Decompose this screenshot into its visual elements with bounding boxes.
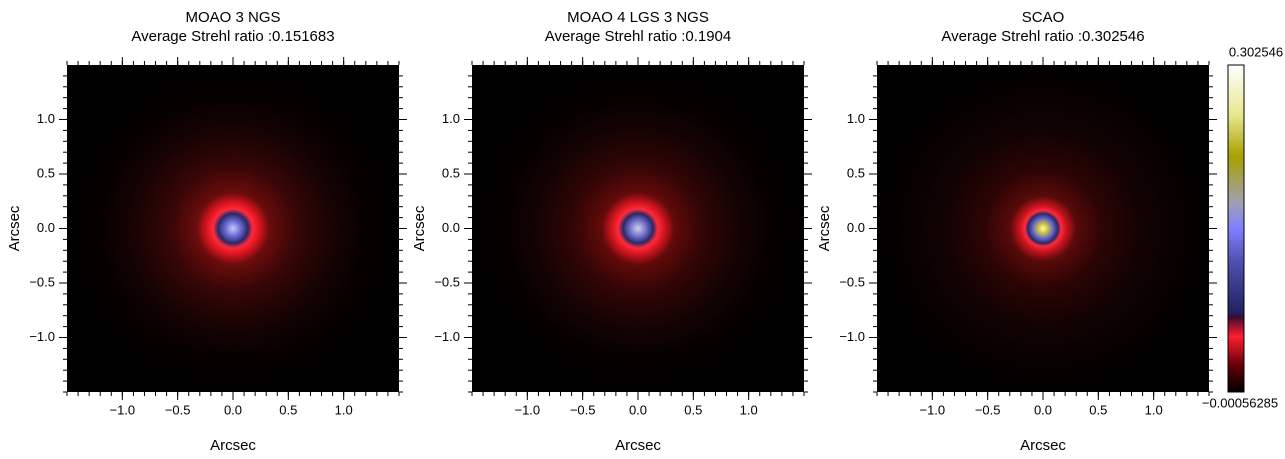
psf-image [877,65,1209,392]
y-tick-label: 0.0 [847,220,865,235]
colorbar-min-label: −0.00056285 [1202,395,1278,410]
psf-image [67,65,399,392]
x-tick-label: 0.5 [684,402,702,417]
chart-subtitle: Average Strehl ratio :0.151683 [131,28,334,45]
y-tick-label: −0.5 [434,274,460,289]
x-tick-label: 0.5 [279,402,297,417]
y-tick-label: −1.0 [839,329,865,344]
x-axis-label: Arcsec [1020,437,1066,454]
x-tick-label: 1.0 [1145,402,1163,417]
y-tick-label: 1.0 [442,111,460,126]
chart-title: MOAO 3 NGS [185,9,280,26]
x-tick-label: 1.0 [740,402,758,417]
psf-image [472,65,804,392]
x-tick-label: 0.5 [1089,402,1107,417]
x-tick-label: −1.0 [919,402,945,417]
x-tick-label: −1.0 [109,402,135,417]
chart-subtitle: Average Strehl ratio :0.1904 [545,28,732,45]
y-tick-label: 0.5 [847,165,865,180]
y-tick-label: −1.0 [29,329,55,344]
y-tick-label: 1.0 [847,111,865,126]
y-axis-label: Arcsec [816,205,833,251]
x-tick-label: −0.5 [570,402,596,417]
y-tick-label: −0.5 [29,274,55,289]
chart-title: MOAO 4 LGS 3 NGS [567,9,709,26]
colorbar-max-label: 0.302546 [1229,44,1283,59]
y-axis-label: Arcsec [411,205,428,251]
colorbar [1227,64,1245,393]
y-axis-label: Arcsec [6,205,23,251]
x-tick-label: −0.5 [165,402,191,417]
y-tick-label: 0.5 [442,165,460,180]
x-tick-label: 0.0 [1034,402,1052,417]
chart-title: SCAO [1022,9,1065,26]
y-tick-label: −1.0 [434,329,460,344]
y-tick-label: −0.5 [839,274,865,289]
x-axis-label: Arcsec [615,437,661,454]
x-tick-label: 0.0 [629,402,647,417]
x-tick-label: −1.0 [514,402,540,417]
x-tick-label: 1.0 [335,402,353,417]
y-tick-label: 1.0 [37,111,55,126]
x-tick-label: −0.5 [975,402,1001,417]
x-tick-label: 0.0 [224,402,242,417]
chart-subtitle: Average Strehl ratio :0.302546 [941,28,1144,45]
y-tick-label: 0.0 [37,220,55,235]
y-tick-label: 0.5 [37,165,55,180]
x-axis-label: Arcsec [210,437,256,454]
y-tick-label: 0.0 [442,220,460,235]
